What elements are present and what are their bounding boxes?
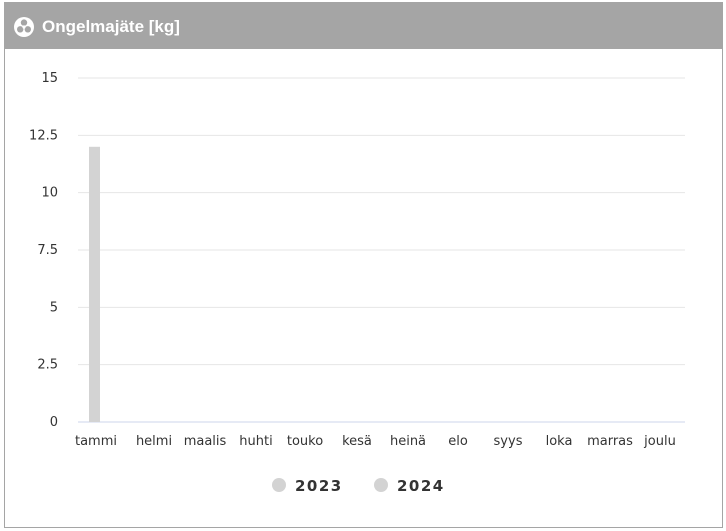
- x-tick-label: kesä: [342, 434, 372, 449]
- x-tick-label: syys: [494, 434, 523, 449]
- x-tick-label: marras: [587, 434, 633, 449]
- chart-panel: Ongelmajäte [kg]: [4, 2, 723, 528]
- legend-label-2023[interactable]: 2023: [295, 477, 343, 495]
- x-tick-label: huhti: [239, 434, 272, 449]
- x-tick-label: touko: [287, 434, 323, 449]
- bar-2023-tammi[interactable]: [89, 146, 100, 423]
- x-tick-label: tammi: [75, 434, 117, 449]
- y-tick-label: 15: [41, 71, 58, 86]
- y-tick-label: 2.5: [37, 358, 58, 373]
- x-tick-label: helmi: [136, 434, 172, 449]
- x-tick-label: loka: [546, 434, 573, 449]
- legend-label-2024[interactable]: 2024: [397, 477, 445, 495]
- panel-title: Ongelmajäte [kg]: [42, 17, 180, 36]
- x-tick-label: joulu: [643, 434, 676, 449]
- y-tick-label: 7.5: [37, 243, 58, 258]
- x-tick-label: elo: [448, 434, 468, 449]
- y-tick-label: 5: [50, 300, 58, 315]
- panel-header: Ongelmajäte [kg]: [5, 3, 722, 49]
- y-tick-label: 10: [41, 186, 58, 201]
- y-tick-label: 0: [50, 415, 58, 430]
- legend-marker-2023[interactable]: [272, 478, 286, 492]
- biohazard-icon: [14, 17, 34, 37]
- x-tick-label: heinä: [390, 434, 426, 449]
- y-tick-label: 12.5: [29, 128, 58, 143]
- x-tick-label: maalis: [184, 434, 227, 449]
- legend-marker-2024[interactable]: [374, 478, 388, 492]
